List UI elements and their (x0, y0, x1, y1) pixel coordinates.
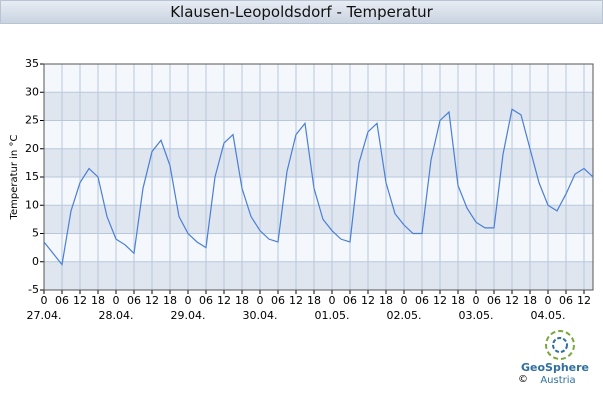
y-axis-label: Temperatur in °C (9, 135, 20, 221)
y-tick-label: 20 (25, 142, 39, 155)
x-tick-label: 0 (185, 294, 192, 307)
logo (545, 330, 575, 360)
y-tick-label: 30 (25, 85, 39, 98)
x-tick-label: 18 (91, 294, 105, 307)
x-tick-label: 12 (217, 294, 231, 307)
x-tick-label: 18 (307, 294, 321, 307)
x-date-label: 28.04. (99, 309, 134, 322)
x-tick-label: 12 (577, 294, 591, 307)
x-tick-label: 0 (41, 294, 48, 307)
y-tick-label: 5 (32, 227, 39, 240)
x-tick-label: 18 (523, 294, 537, 307)
brand-sub: Austria (540, 375, 575, 386)
x-date-label: 02.05. (387, 309, 422, 322)
x-tick-label: 0 (473, 294, 480, 307)
x-tick-label: 12 (505, 294, 519, 307)
x-tick-label: 0 (401, 294, 408, 307)
y-tick-label: 15 (25, 170, 39, 183)
x-date-label: 29.04. (171, 309, 206, 322)
x-date-label: 04.05. (531, 309, 566, 322)
x-tick-label: 06 (199, 294, 213, 307)
copyright: © (518, 374, 528, 385)
x-tick-label: 0 (113, 294, 120, 307)
grid-band (44, 261, 593, 290)
x-tick-label: 06 (415, 294, 429, 307)
x-tick-label: 06 (271, 294, 285, 307)
grid-band (44, 92, 593, 121)
x-date-label: 01.05. (315, 309, 350, 322)
y-tick-label: 25 (25, 114, 39, 127)
x-tick-label: 12 (73, 294, 87, 307)
y-tick-label: 10 (25, 198, 39, 211)
x-tick-label: 12 (145, 294, 159, 307)
x-date-label: 03.05. (459, 309, 494, 322)
y-tick-label: -5 (28, 283, 39, 296)
data-line (43, 108, 594, 267)
logo-icon (552, 337, 568, 353)
grid-band (44, 148, 593, 177)
x-tick-label: 0 (257, 294, 264, 307)
chart-title: Klausen-Leopoldsdorf - Temperatur (0, 0, 603, 24)
x-tick-label: 12 (433, 294, 447, 307)
x-tick-label: 06 (343, 294, 357, 307)
x-tick-label: 06 (559, 294, 573, 307)
brand: GeoSphere (521, 361, 589, 374)
y-tick-label: 0 (32, 255, 39, 268)
y-tick-label: 35 (25, 57, 39, 70)
x-tick-label: 12 (361, 294, 375, 307)
x-tick-label: 06 (55, 294, 69, 307)
x-tick-label: 0 (545, 294, 552, 307)
x-tick-label: 06 (487, 294, 501, 307)
x-tick-label: 06 (127, 294, 141, 307)
x-tick-label: 18 (451, 294, 465, 307)
x-tick-label: 18 (379, 294, 393, 307)
x-date-label: 27.04. (27, 309, 62, 322)
x-tick-label: 12 (289, 294, 303, 307)
grid-band (44, 205, 593, 234)
logo-icon (545, 330, 575, 360)
x-tick-label: 0 (329, 294, 336, 307)
x-tick-label: 18 (235, 294, 249, 307)
x-date-label: 30.04. (243, 309, 278, 322)
x-tick-label: 18 (163, 294, 177, 307)
